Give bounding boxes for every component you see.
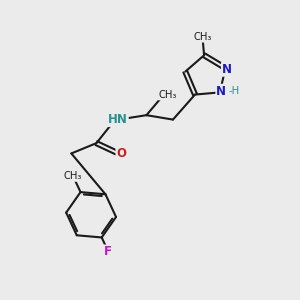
Text: F: F (104, 245, 112, 258)
Text: N: N (222, 63, 232, 76)
Text: CH₃: CH₃ (159, 90, 177, 100)
Text: O: O (116, 147, 126, 160)
Text: CH₃: CH₃ (63, 171, 81, 181)
Text: -H: -H (228, 86, 239, 96)
Text: CH₃: CH₃ (194, 32, 212, 42)
Text: HN: HN (108, 113, 128, 126)
Text: N: N (216, 85, 226, 98)
